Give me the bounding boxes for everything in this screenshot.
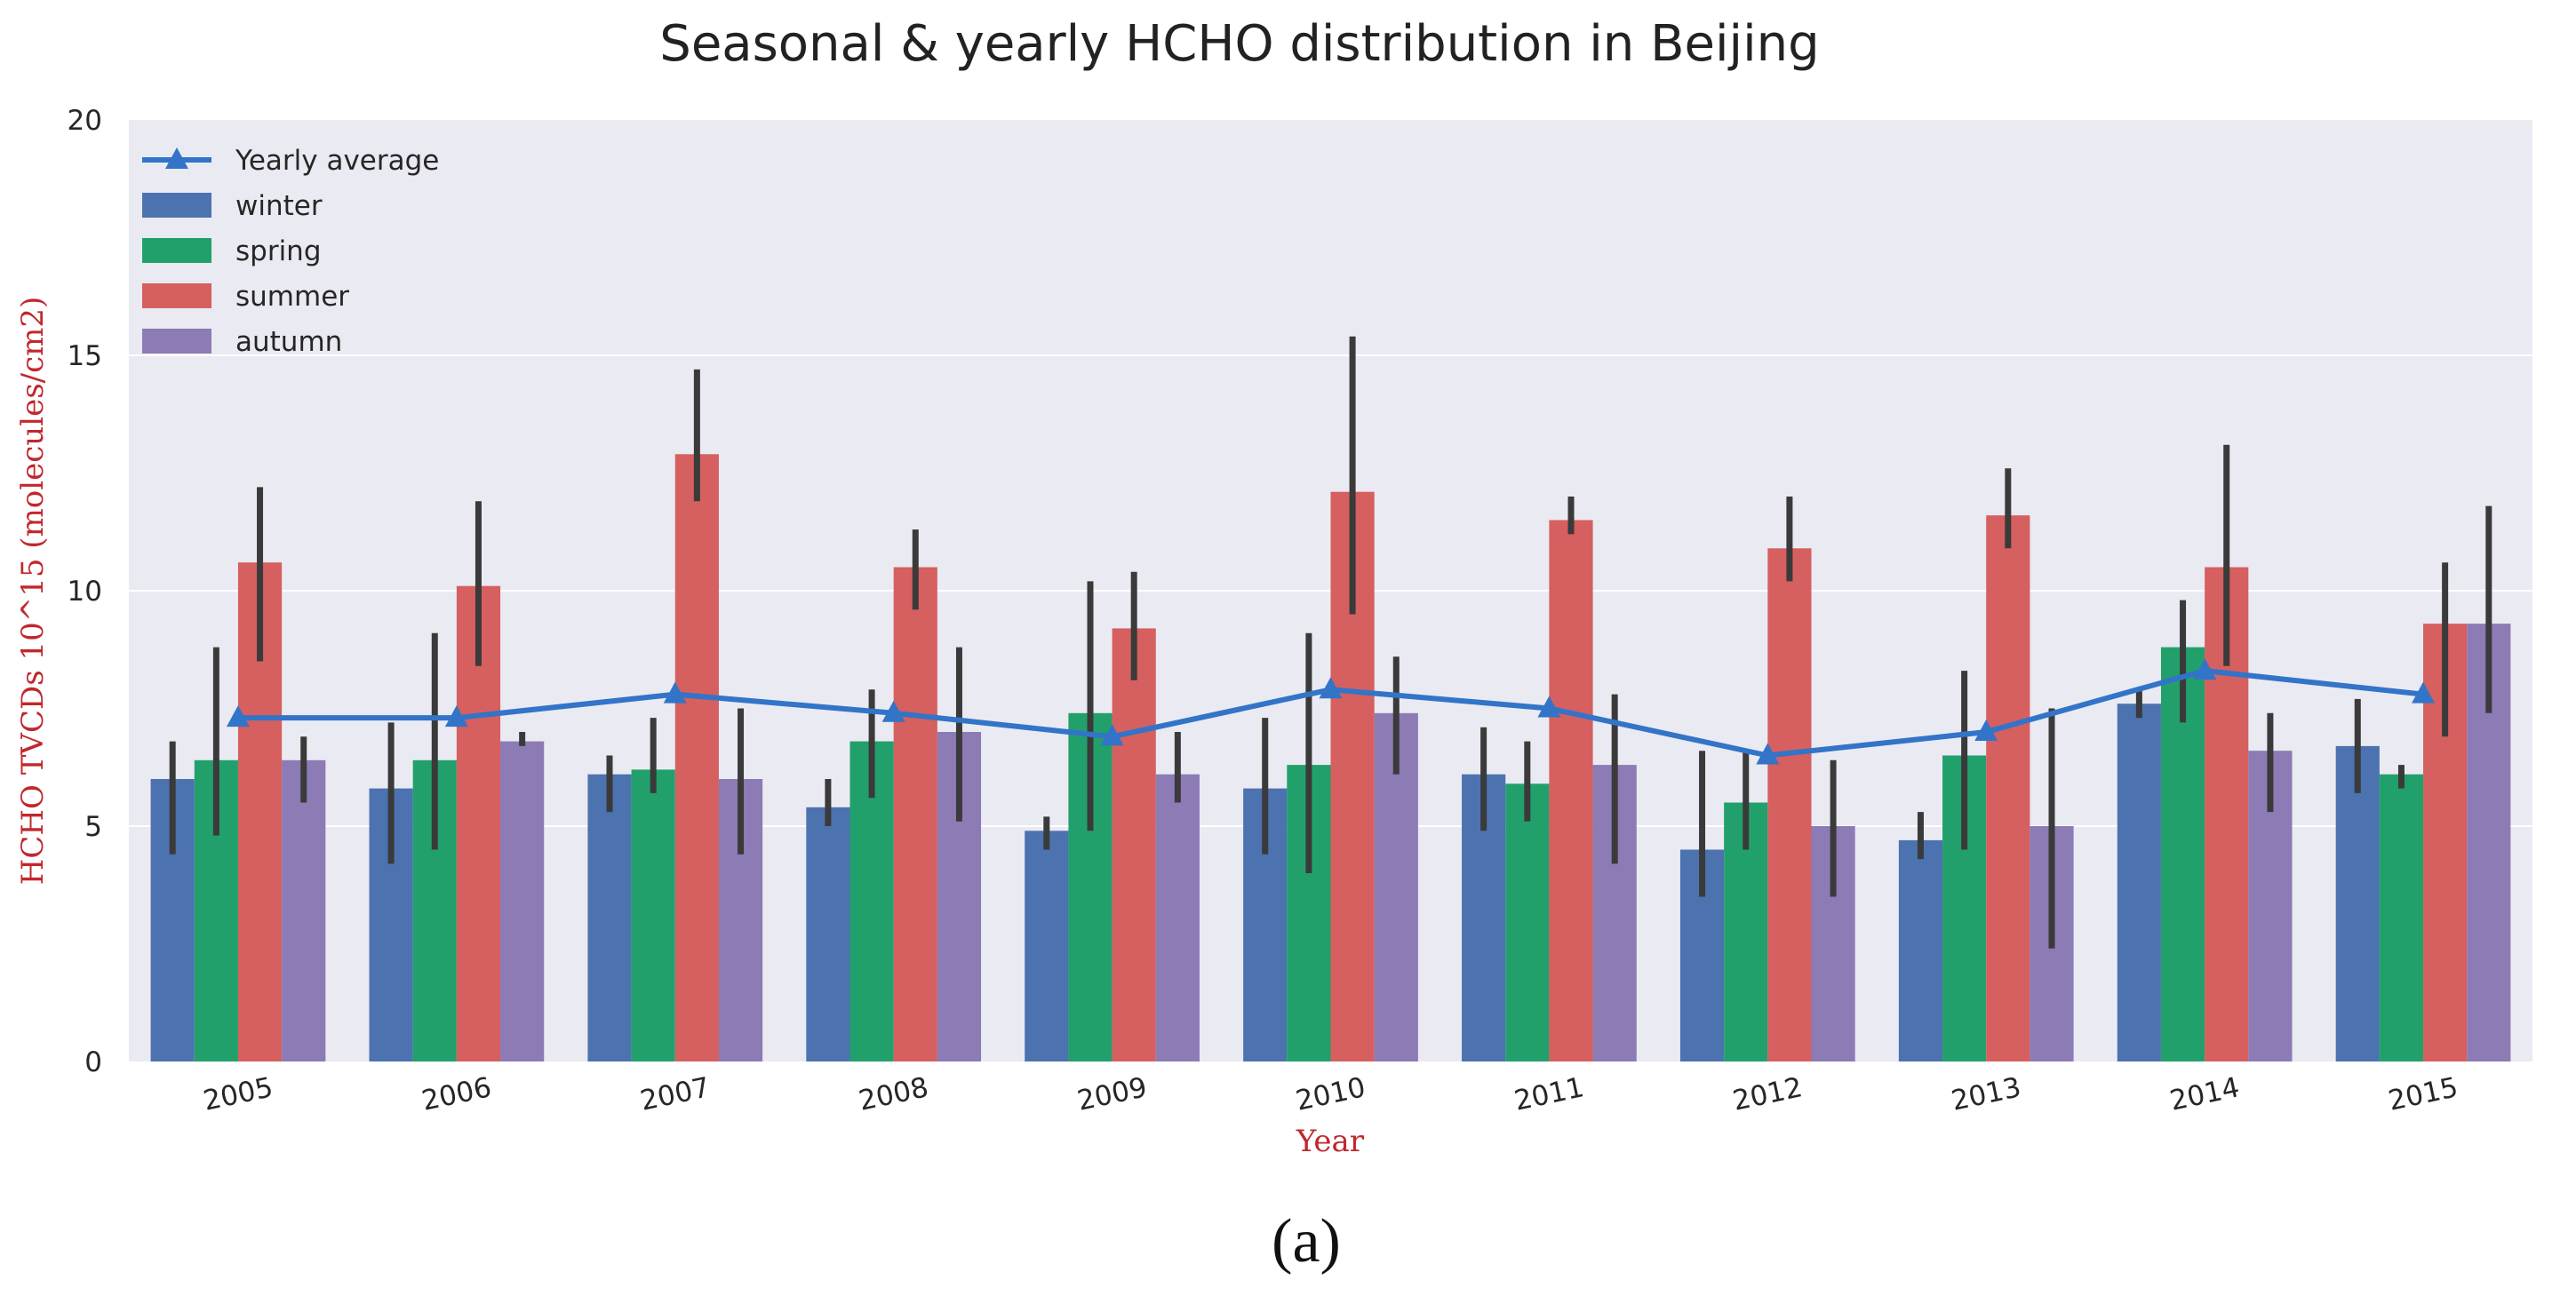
yearly-average-marker-2011 (1537, 696, 1561, 718)
bar-summer-2009 (1112, 628, 1156, 1061)
yearly-average-marker-2014 (2193, 658, 2217, 680)
x-tick-label: 2015 (2386, 1071, 2461, 1117)
x-tick-label: 2007 (637, 1071, 713, 1117)
legend-label-summer: summer (235, 281, 349, 313)
legend-label-yearly-average: Yearly average (235, 145, 439, 177)
bar-summer-2007 (674, 454, 719, 1061)
legend-label-winter: winter (235, 190, 323, 222)
legend-swatch-marker (165, 147, 188, 169)
bar-winter-2015 (2335, 745, 2380, 1061)
yearly-average-marker-2012 (1756, 743, 1780, 765)
error-bars (169, 336, 2492, 949)
figure-caption: (a) (1272, 1207, 1341, 1276)
x-tick-label: 2011 (1511, 1071, 1587, 1117)
x-tick-label: 2006 (419, 1071, 495, 1117)
y-tick-label: 20 (68, 105, 102, 137)
x-tick-label: 2005 (201, 1071, 276, 1117)
yearly-average-marker-2007 (663, 681, 687, 704)
yearly-average-marker-2006 (444, 705, 468, 728)
yearly-average-marker-2013 (1974, 720, 1998, 741)
bar-spring-2007 (631, 769, 675, 1061)
bar-summer-2013 (1986, 515, 2030, 1061)
x-tick-label: 2009 (1074, 1071, 1150, 1117)
legend-swatch-autumn (142, 329, 211, 354)
legend-swatch-summer (142, 283, 211, 308)
bar-summer-2011 (1549, 520, 1593, 1061)
legend-swatch-spring (142, 238, 211, 263)
y-axis-label: HCHO TVCDs 10^15 (molecules/cm2) (15, 297, 51, 886)
y-tick-label: 15 (68, 340, 102, 372)
x-tick-label: 2008 (856, 1071, 931, 1117)
yearly-average-marker-2015 (2412, 681, 2436, 704)
y-axis-ticks: 0 5 10 15 20 (68, 105, 102, 1078)
bar-summer-2008 (893, 567, 937, 1061)
yearly-average-marker-2008 (881, 700, 905, 722)
x-axis-ticks: 2005 2006 2007 2008 2009 2010 2011 2012 2013 2014… (201, 1071, 2461, 1117)
bar-winter-2013 (1898, 839, 1943, 1061)
bar-autumn-2006 (500, 741, 545, 1061)
bar-spring-2011 (1505, 783, 1550, 1061)
y-tick-label: 0 (84, 1046, 102, 1078)
x-tick-label: 2013 (1949, 1071, 2024, 1117)
yearly-average-marker-2005 (226, 705, 250, 728)
bar-winter-2009 (1025, 831, 1069, 1061)
x-tick-label: 2012 (1730, 1071, 1806, 1117)
x-axis-label: Year (1296, 1124, 1365, 1159)
bar-autumn-2009 (1155, 774, 1200, 1061)
y-tick-label: 5 (84, 811, 102, 843)
yearly-average-marker-2009 (1100, 724, 1124, 746)
yearly-average-line (226, 658, 2436, 765)
bar-autumn-2005 (282, 759, 326, 1061)
legend-label-autumn: autumn (235, 326, 342, 358)
bar-winter-2008 (806, 807, 850, 1061)
bar-winter-2007 (587, 774, 632, 1061)
legend: Yearly average winter spring summer autumn (142, 145, 439, 358)
bars (150, 454, 2511, 1061)
y-tick-label: 10 (68, 576, 102, 608)
bar-summer-2012 (1767, 548, 1812, 1061)
bar-winter-2014 (2117, 704, 2161, 1061)
x-tick-label: 2014 (2167, 1071, 2243, 1117)
yearly-average-marker-2010 (1319, 677, 1343, 699)
x-tick-label: 2010 (1293, 1071, 1368, 1117)
bar-spring-2015 (2379, 774, 2424, 1061)
legend-label-spring: spring (235, 235, 322, 267)
chart-title: Seasonal & yearly HCHO distribution in B… (659, 15, 1819, 73)
legend-swatch-winter (142, 193, 211, 218)
